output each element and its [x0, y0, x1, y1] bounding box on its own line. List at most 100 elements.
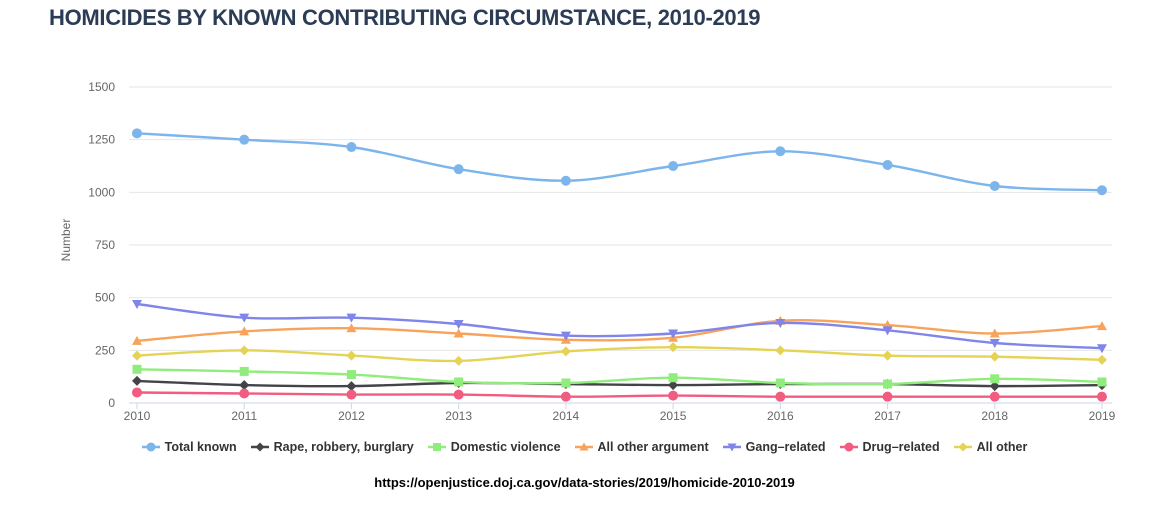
- legend-item-gang-related[interactable]: Gang–related: [722, 440, 826, 454]
- data-point-gang-related-2015[interactable]: [668, 329, 679, 339]
- data-point-gang-related-2016[interactable]: [775, 318, 786, 328]
- data-point-all-other-2013[interactable]: [453, 355, 464, 366]
- data-point-drug-related-2010[interactable]: [132, 387, 142, 398]
- y-axis-tick-label: 750: [95, 238, 115, 252]
- data-point-drug-related-2016[interactable]: [775, 391, 786, 402]
- data-point-all-other-2018[interactable]: [989, 351, 1000, 362]
- x-axis-tick-label: 2010: [124, 409, 151, 423]
- legend-label: All other argument: [597, 440, 709, 454]
- data-point-all-other-2010[interactable]: [132, 350, 142, 361]
- data-point-gang-related-2018[interactable]: [989, 338, 1000, 348]
- legend-label: Domestic violence: [450, 440, 561, 454]
- data-point-all-other-2012[interactable]: [346, 350, 357, 361]
- legend-item-drug-related[interactable]: Drug–related: [839, 440, 940, 454]
- legend-marker-diamond-icon: [250, 442, 269, 452]
- y-axis-title: Number: [59, 219, 73, 262]
- data-point-domestic-violence-2017[interactable]: [883, 379, 893, 389]
- x-axis-tick-label: 2018: [981, 409, 1008, 423]
- data-point-gang-related-2010[interactable]: [132, 299, 142, 309]
- data-point-drug-related-2012[interactable]: [346, 389, 357, 400]
- data-point-all-other-2017[interactable]: [882, 350, 893, 361]
- data-point-total-known-2018[interactable]: [989, 181, 1000, 192]
- legend-item-all-other-argument[interactable]: All other argument: [574, 440, 709, 454]
- data-point-all-other-argument-2018[interactable]: [989, 328, 1000, 338]
- source-url: https://openjustice.doj.ca.gov/data-stor…: [374, 475, 795, 490]
- x-axis-tick-label: 2011: [231, 409, 257, 423]
- data-point-rape-robbery-burglary-2018[interactable]: [989, 381, 1000, 392]
- y-axis-tick-label: 250: [95, 343, 115, 357]
- data-point-drug-related-2017[interactable]: [882, 391, 893, 402]
- legend-item-rape-robbery-burglary[interactable]: Rape, robbery, burglary: [250, 440, 414, 454]
- data-point-all-other-2019[interactable]: [1096, 354, 1107, 365]
- legend-marker-triangle-down-icon: [722, 443, 741, 452]
- data-point-domestic-violence-2013[interactable]: [454, 377, 464, 387]
- data-point-total-known-2019[interactable]: [1096, 185, 1107, 196]
- legend-item-total-known[interactable]: Total known: [141, 440, 237, 454]
- data-point-total-known-2011[interactable]: [239, 134, 250, 145]
- data-point-rape-robbery-burglary-2011[interactable]: [239, 380, 250, 391]
- data-point-gang-related-2013[interactable]: [453, 320, 464, 329]
- data-point-domestic-violence-2015[interactable]: [668, 373, 678, 383]
- data-point-rape-robbery-burglary-2010[interactable]: [132, 375, 142, 386]
- data-point-domestic-violence-2011[interactable]: [239, 366, 249, 376]
- data-point-domestic-violence-2016[interactable]: [775, 378, 785, 388]
- legend-label: Total known: [164, 440, 237, 454]
- legend-item-all-other[interactable]: All other: [953, 440, 1028, 454]
- x-axis-tick-label: 2012: [338, 409, 365, 423]
- data-point-drug-related-2011[interactable]: [239, 388, 250, 399]
- data-point-gang-related-2011[interactable]: [239, 313, 250, 323]
- chart-title: HOMICIDES BY KNOWN CONTRIBUTING CIRCUMST…: [49, 5, 761, 30]
- y-axis-tick-label: 1500: [88, 80, 115, 94]
- data-point-drug-related-2014[interactable]: [560, 391, 571, 402]
- series-line-total-known: [135, 132, 1104, 192]
- series-line-all-other-argument: [135, 319, 1104, 343]
- data-point-rape-robbery-burglary-2012[interactable]: [346, 381, 357, 392]
- data-point-gang-related-2019[interactable]: [1096, 344, 1107, 354]
- data-point-drug-related-2015[interactable]: [668, 390, 679, 401]
- data-point-total-known-2016[interactable]: [775, 146, 786, 157]
- data-point-all-other-argument-2019[interactable]: [1096, 321, 1107, 331]
- data-point-gang-related-2012[interactable]: [346, 313, 357, 323]
- y-axis-tick-label: 0: [108, 396, 115, 410]
- series-line-gang-related: [135, 302, 1104, 350]
- data-point-total-known-2017[interactable]: [882, 159, 893, 170]
- data-point-total-known-2012[interactable]: [346, 142, 357, 153]
- x-axis-tick-label: 2017: [874, 409, 901, 423]
- data-point-all-other-argument-2011[interactable]: [239, 326, 250, 336]
- data-point-all-other-2016[interactable]: [775, 345, 786, 356]
- legend-label: Drug–related: [862, 440, 940, 454]
- series-line-drug-related: [135, 391, 1104, 398]
- data-point-total-known-2015[interactable]: [668, 161, 679, 171]
- data-point-total-known-2013[interactable]: [453, 164, 464, 175]
- legend-label: Gang–related: [745, 440, 826, 454]
- data-point-domestic-violence-2019[interactable]: [1097, 377, 1107, 387]
- x-axis-tick-label: 2019: [1089, 409, 1116, 423]
- data-point-all-other-2014[interactable]: [560, 346, 571, 357]
- x-axis-tick-label: 2016: [767, 409, 794, 423]
- data-point-all-other-argument-2012[interactable]: [346, 323, 357, 333]
- data-point-all-other-argument-2010[interactable]: [132, 335, 142, 345]
- data-point-total-known-2014[interactable]: [560, 175, 571, 186]
- data-point-domestic-violence-2010[interactable]: [132, 364, 142, 374]
- data-point-all-other-2011[interactable]: [239, 345, 250, 356]
- data-point-gang-related-2017[interactable]: [882, 326, 893, 336]
- legend-label: All other: [976, 440, 1028, 454]
- chart-legend: Total known Rape, robbery, burglary Domest…: [0, 440, 1169, 454]
- data-point-drug-related-2019[interactable]: [1096, 391, 1107, 402]
- data-point-rape-robbery-burglary-2015[interactable]: [668, 380, 679, 391]
- data-point-total-known-2010[interactable]: [132, 128, 142, 139]
- data-point-domestic-violence-2014[interactable]: [561, 378, 571, 388]
- data-point-domestic-violence-2012[interactable]: [346, 370, 356, 380]
- data-point-drug-related-2013[interactable]: [453, 389, 464, 400]
- legend-item-domestic-violence[interactable]: Domestic violence: [427, 440, 561, 454]
- series-line-rape-robbery-burglary: [135, 379, 1104, 388]
- data-point-all-other-argument-2013[interactable]: [453, 328, 464, 338]
- data-point-drug-related-2018[interactable]: [989, 391, 1000, 402]
- data-point-gang-related-2014[interactable]: [560, 331, 571, 341]
- legend-marker-triangle-icon: [574, 442, 593, 451]
- x-axis-tick-label: 2014: [553, 409, 580, 423]
- data-point-domestic-violence-2018[interactable]: [990, 374, 1000, 384]
- data-point-all-other-2015[interactable]: [668, 342, 679, 353]
- y-axis-tick-label: 500: [95, 291, 115, 305]
